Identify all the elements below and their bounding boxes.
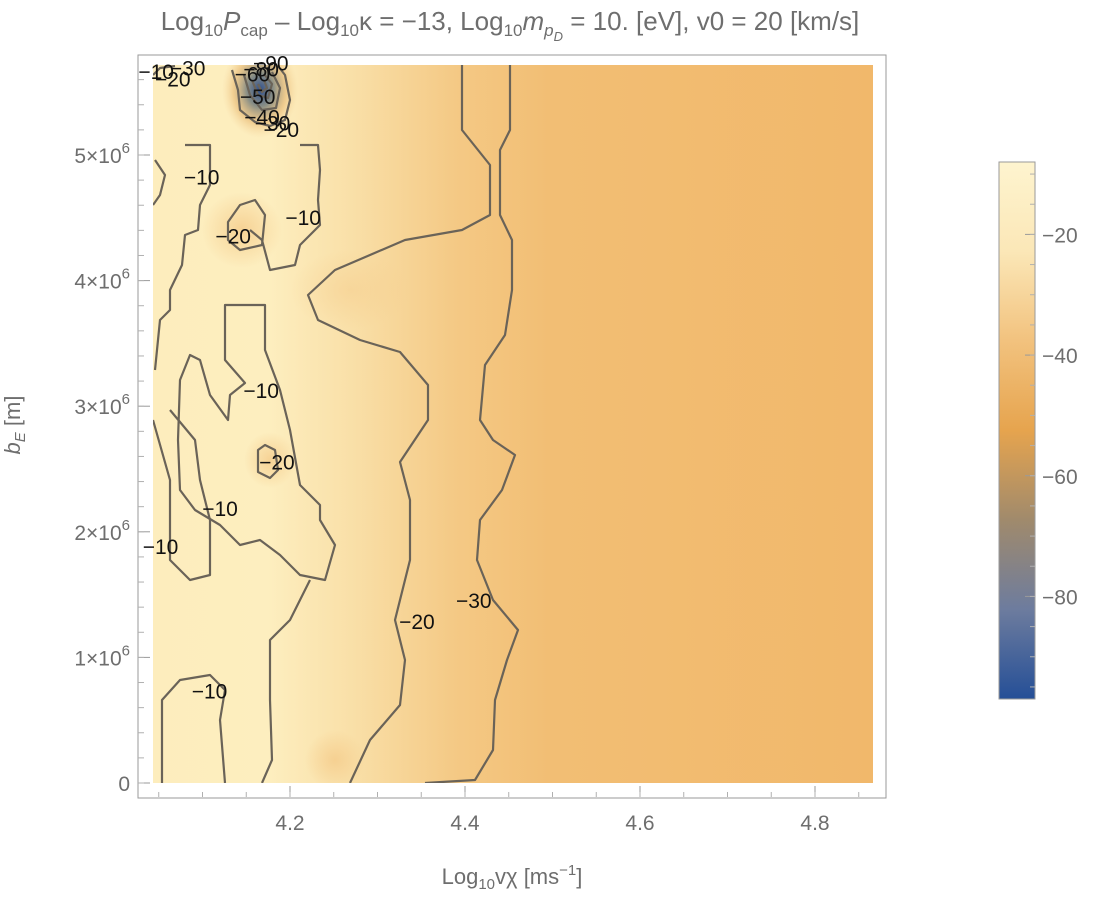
contour-label: −10 (138, 61, 174, 84)
contour-label: −60 (235, 64, 271, 87)
y-tick-label: 0 (118, 773, 130, 796)
colorbar-tick-label: −80 (1042, 586, 1078, 609)
contour-label: −10 (192, 680, 228, 703)
contour-label: −30 (456, 590, 492, 613)
colorbar-bar (998, 161, 1036, 700)
x-tick-label: 4.6 (625, 812, 654, 835)
contour-label: −20 (259, 452, 295, 475)
contour-label: −20 (215, 226, 251, 249)
colorbar-tick-label: −60 (1042, 466, 1078, 489)
colorbar-tick-label: −20 (1042, 224, 1078, 247)
y-axis: 0 1×106 2×106 3×106 4×106 5×106 (74, 79, 150, 796)
chart-title: Log10Pcap – Log10κ = −13, Log10mpD = 10.… (161, 6, 860, 44)
contour-label: −10 (285, 207, 321, 230)
density-field (153, 65, 873, 783)
contour-label: −80 (243, 59, 279, 82)
colorbar: −20 −40 −60 −80 (998, 161, 1078, 700)
contour-label: −30 (170, 57, 206, 80)
y-tick-label: 5×106 (74, 140, 130, 168)
contour-label: −10 (202, 498, 238, 521)
contour-labels: −10−30−20−90−80−60−50−40−30−20−10−10−20−… (138, 52, 491, 703)
contour-label: −30 (255, 113, 291, 136)
contour-label: −10 (243, 380, 279, 403)
x-axis: 4.2 4.4 4.6 4.8 (158, 786, 860, 835)
contour-label: −10 (184, 167, 220, 190)
y-tick-label: 4×106 (74, 266, 130, 294)
contour-label: −20 (155, 69, 191, 92)
x-tick-label: 4.2 (275, 812, 304, 835)
contour-lines (153, 65, 520, 783)
x-tick-label: 4.4 (450, 812, 480, 835)
contour-label: −20 (263, 119, 299, 142)
colorbar-ticks: −20 −40 −60 −80 (1025, 173, 1078, 688)
y-tick-label: 2×106 (74, 517, 130, 545)
contour-label: −50 (240, 86, 276, 109)
x-axis-label: Log10vχ [ms−1] (442, 862, 583, 893)
contour-label: −40 (244, 106, 280, 129)
y-tick-label: 1×106 (74, 642, 130, 670)
contour-label: −10 (143, 536, 179, 559)
y-axis-label: bE [m] (0, 396, 29, 455)
contour-label: −20 (399, 611, 435, 634)
contour-label: −90 (253, 52, 289, 75)
colorbar-tick-label: −40 (1042, 345, 1078, 368)
y-tick-label: 3×106 (74, 391, 130, 419)
x-tick-label: 4.8 (800, 812, 829, 835)
